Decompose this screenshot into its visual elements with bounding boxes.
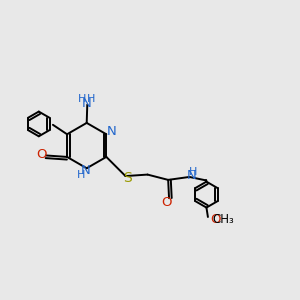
Text: H: H (87, 94, 95, 104)
Text: H: H (189, 167, 197, 177)
Text: O: O (36, 148, 46, 161)
Text: S: S (123, 170, 132, 184)
Text: H: H (78, 94, 86, 104)
Text: N: N (186, 169, 196, 182)
Text: O: O (161, 196, 172, 209)
Text: O: O (210, 213, 220, 226)
Text: CH₃: CH₃ (212, 213, 234, 226)
Text: H: H (77, 170, 86, 180)
Text: N: N (107, 125, 116, 138)
Text: N: N (81, 164, 91, 177)
Text: N: N (82, 97, 92, 110)
